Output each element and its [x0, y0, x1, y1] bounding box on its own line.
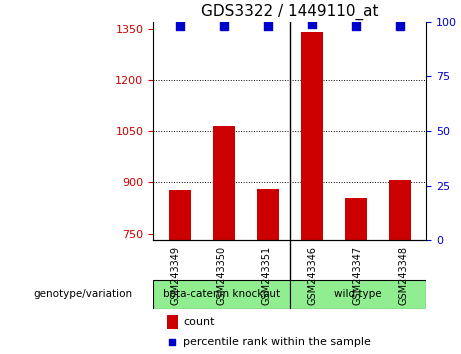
Point	[396, 23, 403, 29]
Text: GSM243346: GSM243346	[307, 246, 317, 304]
Text: percentile rank within the sample: percentile rank within the sample	[183, 337, 371, 347]
Text: GSM243351: GSM243351	[262, 246, 272, 305]
Title: GDS3322 / 1449110_at: GDS3322 / 1449110_at	[201, 4, 378, 21]
Text: GSM243347: GSM243347	[353, 246, 363, 305]
Point	[264, 23, 271, 29]
Text: GSM243350: GSM243350	[216, 246, 226, 305]
Bar	[389, 179, 411, 240]
Bar	[257, 189, 278, 240]
Point	[460, 252, 461, 258]
FancyBboxPatch shape	[290, 280, 426, 309]
Bar	[301, 32, 323, 240]
Text: genotype/variation: genotype/variation	[34, 290, 133, 299]
Point	[176, 23, 183, 29]
Bar	[213, 126, 235, 240]
Bar	[169, 190, 190, 240]
Point	[352, 23, 360, 29]
Text: count: count	[183, 317, 215, 327]
Text: wild type: wild type	[334, 290, 382, 299]
Bar	[167, 315, 177, 329]
Point	[220, 23, 227, 29]
Text: GSM243349: GSM243349	[171, 246, 181, 304]
Point	[308, 21, 315, 27]
Text: GSM243348: GSM243348	[398, 246, 408, 304]
FancyBboxPatch shape	[153, 280, 290, 309]
Bar	[345, 198, 366, 240]
Text: beta-catenin knockout: beta-catenin knockout	[163, 290, 280, 299]
